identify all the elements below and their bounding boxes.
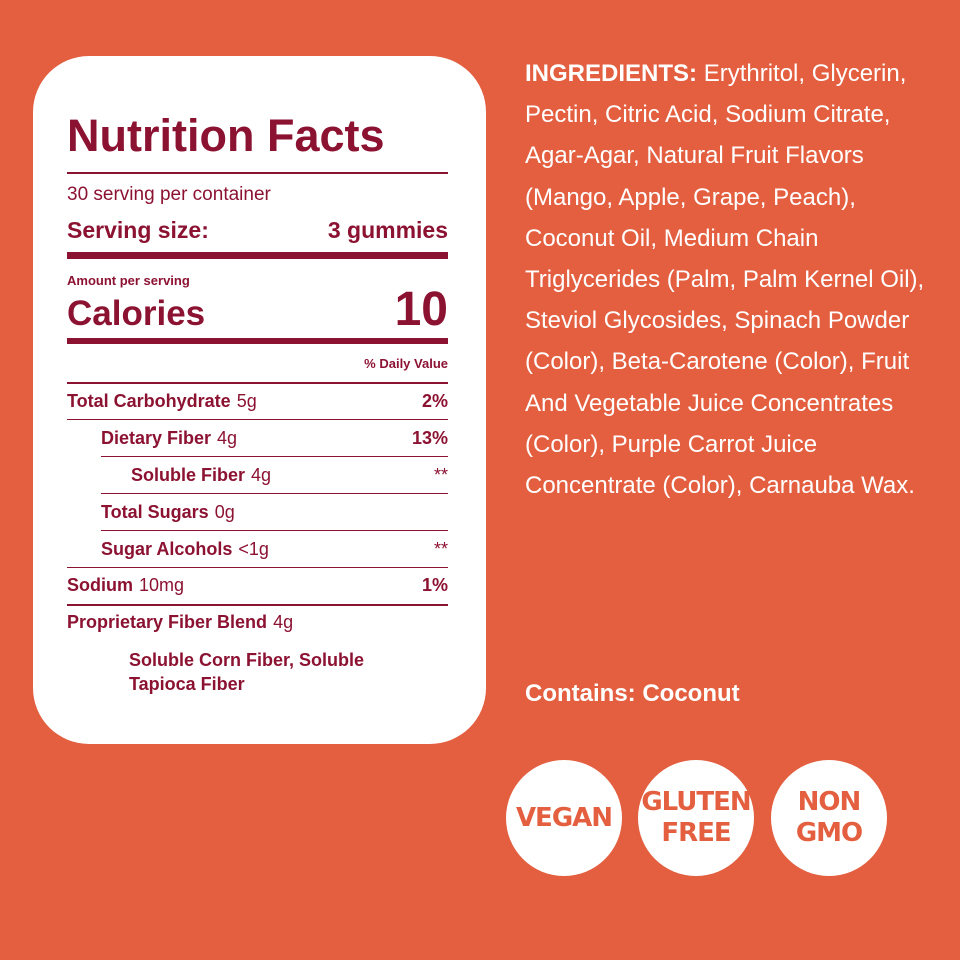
divider [101, 456, 448, 457]
nutrient-row-soluble-fiber: Soluble Fiber 4g ** [131, 465, 448, 486]
nutrient-daily-value: ** [433, 539, 448, 559]
divider [67, 604, 448, 606]
nutrient-daily-value: 2% [421, 391, 448, 411]
calories-row: Calories 10 [67, 282, 448, 337]
fiber-blend-description: Soluble Corn Fiber, Soluble Tapioca Fibe… [129, 650, 365, 694]
nutrient-name: Sugar Alcohols [101, 539, 233, 559]
nutrient-name: Dietary Fiber [101, 428, 212, 448]
nutrient-row-total-sugars: Total Sugars 0g [101, 502, 448, 523]
divider [67, 172, 448, 174]
non-gmo-badge: NON GMO [771, 760, 887, 876]
nutrient-amount: 4g [251, 465, 272, 485]
divider [101, 493, 448, 494]
nutrient-amount: 10mg [139, 575, 185, 595]
nutrient-amount: 0g [214, 502, 235, 522]
nutrient-daily-value: ** [433, 465, 448, 485]
serving-size-value: 3 gummies [327, 217, 448, 243]
divider [67, 382, 448, 384]
vegan-badge: VEGAN [506, 760, 622, 876]
nutrient-row-dietary-fiber: Dietary Fiber 4g 13% [101, 428, 448, 449]
serving-size-row: Serving size: 3 gummies [67, 217, 448, 244]
serving-size-label: Serving size: [67, 217, 209, 243]
nutrient-name: Proprietary Fiber Blend [67, 612, 268, 632]
divider [101, 530, 448, 531]
nutrient-name: Total Carbohydrate [67, 391, 231, 411]
calories-value: 10 [394, 283, 448, 336]
nutrient-name: Soluble Fiber [131, 465, 246, 485]
nutrient-row-total-carbohydrate: Total Carbohydrate 5g 2% [67, 391, 448, 412]
divider-thick [67, 252, 448, 259]
nutrient-row-sodium: Sodium 10mg 1% [67, 575, 448, 596]
nutrient-name: Total Sugars [101, 502, 209, 522]
servings-per-container: 30 serving per container [67, 184, 271, 205]
ingredients-list: INGREDIENTS: Erythritol, Glycerin, Pecti… [525, 53, 945, 506]
divider [67, 419, 448, 420]
nutrition-facts-panel: Nutrition Facts 30 serving per container… [33, 56, 486, 744]
nutrient-name: Sodium [67, 575, 133, 595]
gluten-free-badge: GLUTEN FREE [638, 760, 754, 876]
divider [67, 567, 448, 568]
nutrient-daily-value: 1% [421, 575, 448, 595]
nutrient-row-proprietary-fiber-blend: Proprietary Fiber Blend 4g [67, 612, 448, 633]
nutrient-amount: 4g [273, 612, 294, 632]
nutrient-amount: 4g [217, 428, 238, 448]
amount-per-serving: Amount per serving [67, 273, 190, 288]
ingredients-label: INGREDIENTS: [525, 60, 698, 87]
calories-label: Calories [67, 294, 206, 333]
allergen-statement: Contains: Coconut [525, 680, 740, 707]
nutrient-daily-value: 13% [411, 428, 448, 448]
ingredients-text: Erythritol, Glycerin, Pectin, Citric Aci… [525, 60, 925, 500]
divider-thick [67, 338, 448, 344]
nutrient-amount: 5g [236, 391, 257, 411]
daily-value-header: % Daily Value [364, 356, 448, 371]
nutrient-row-sugar-alcohols: Sugar Alcohols <1g ** [101, 539, 448, 560]
nutrient-amount: <1g [238, 539, 269, 559]
nutrition-facts-title: Nutrition Facts [67, 110, 385, 161]
servings-per-container-row: 30 serving per container [67, 184, 448, 206]
